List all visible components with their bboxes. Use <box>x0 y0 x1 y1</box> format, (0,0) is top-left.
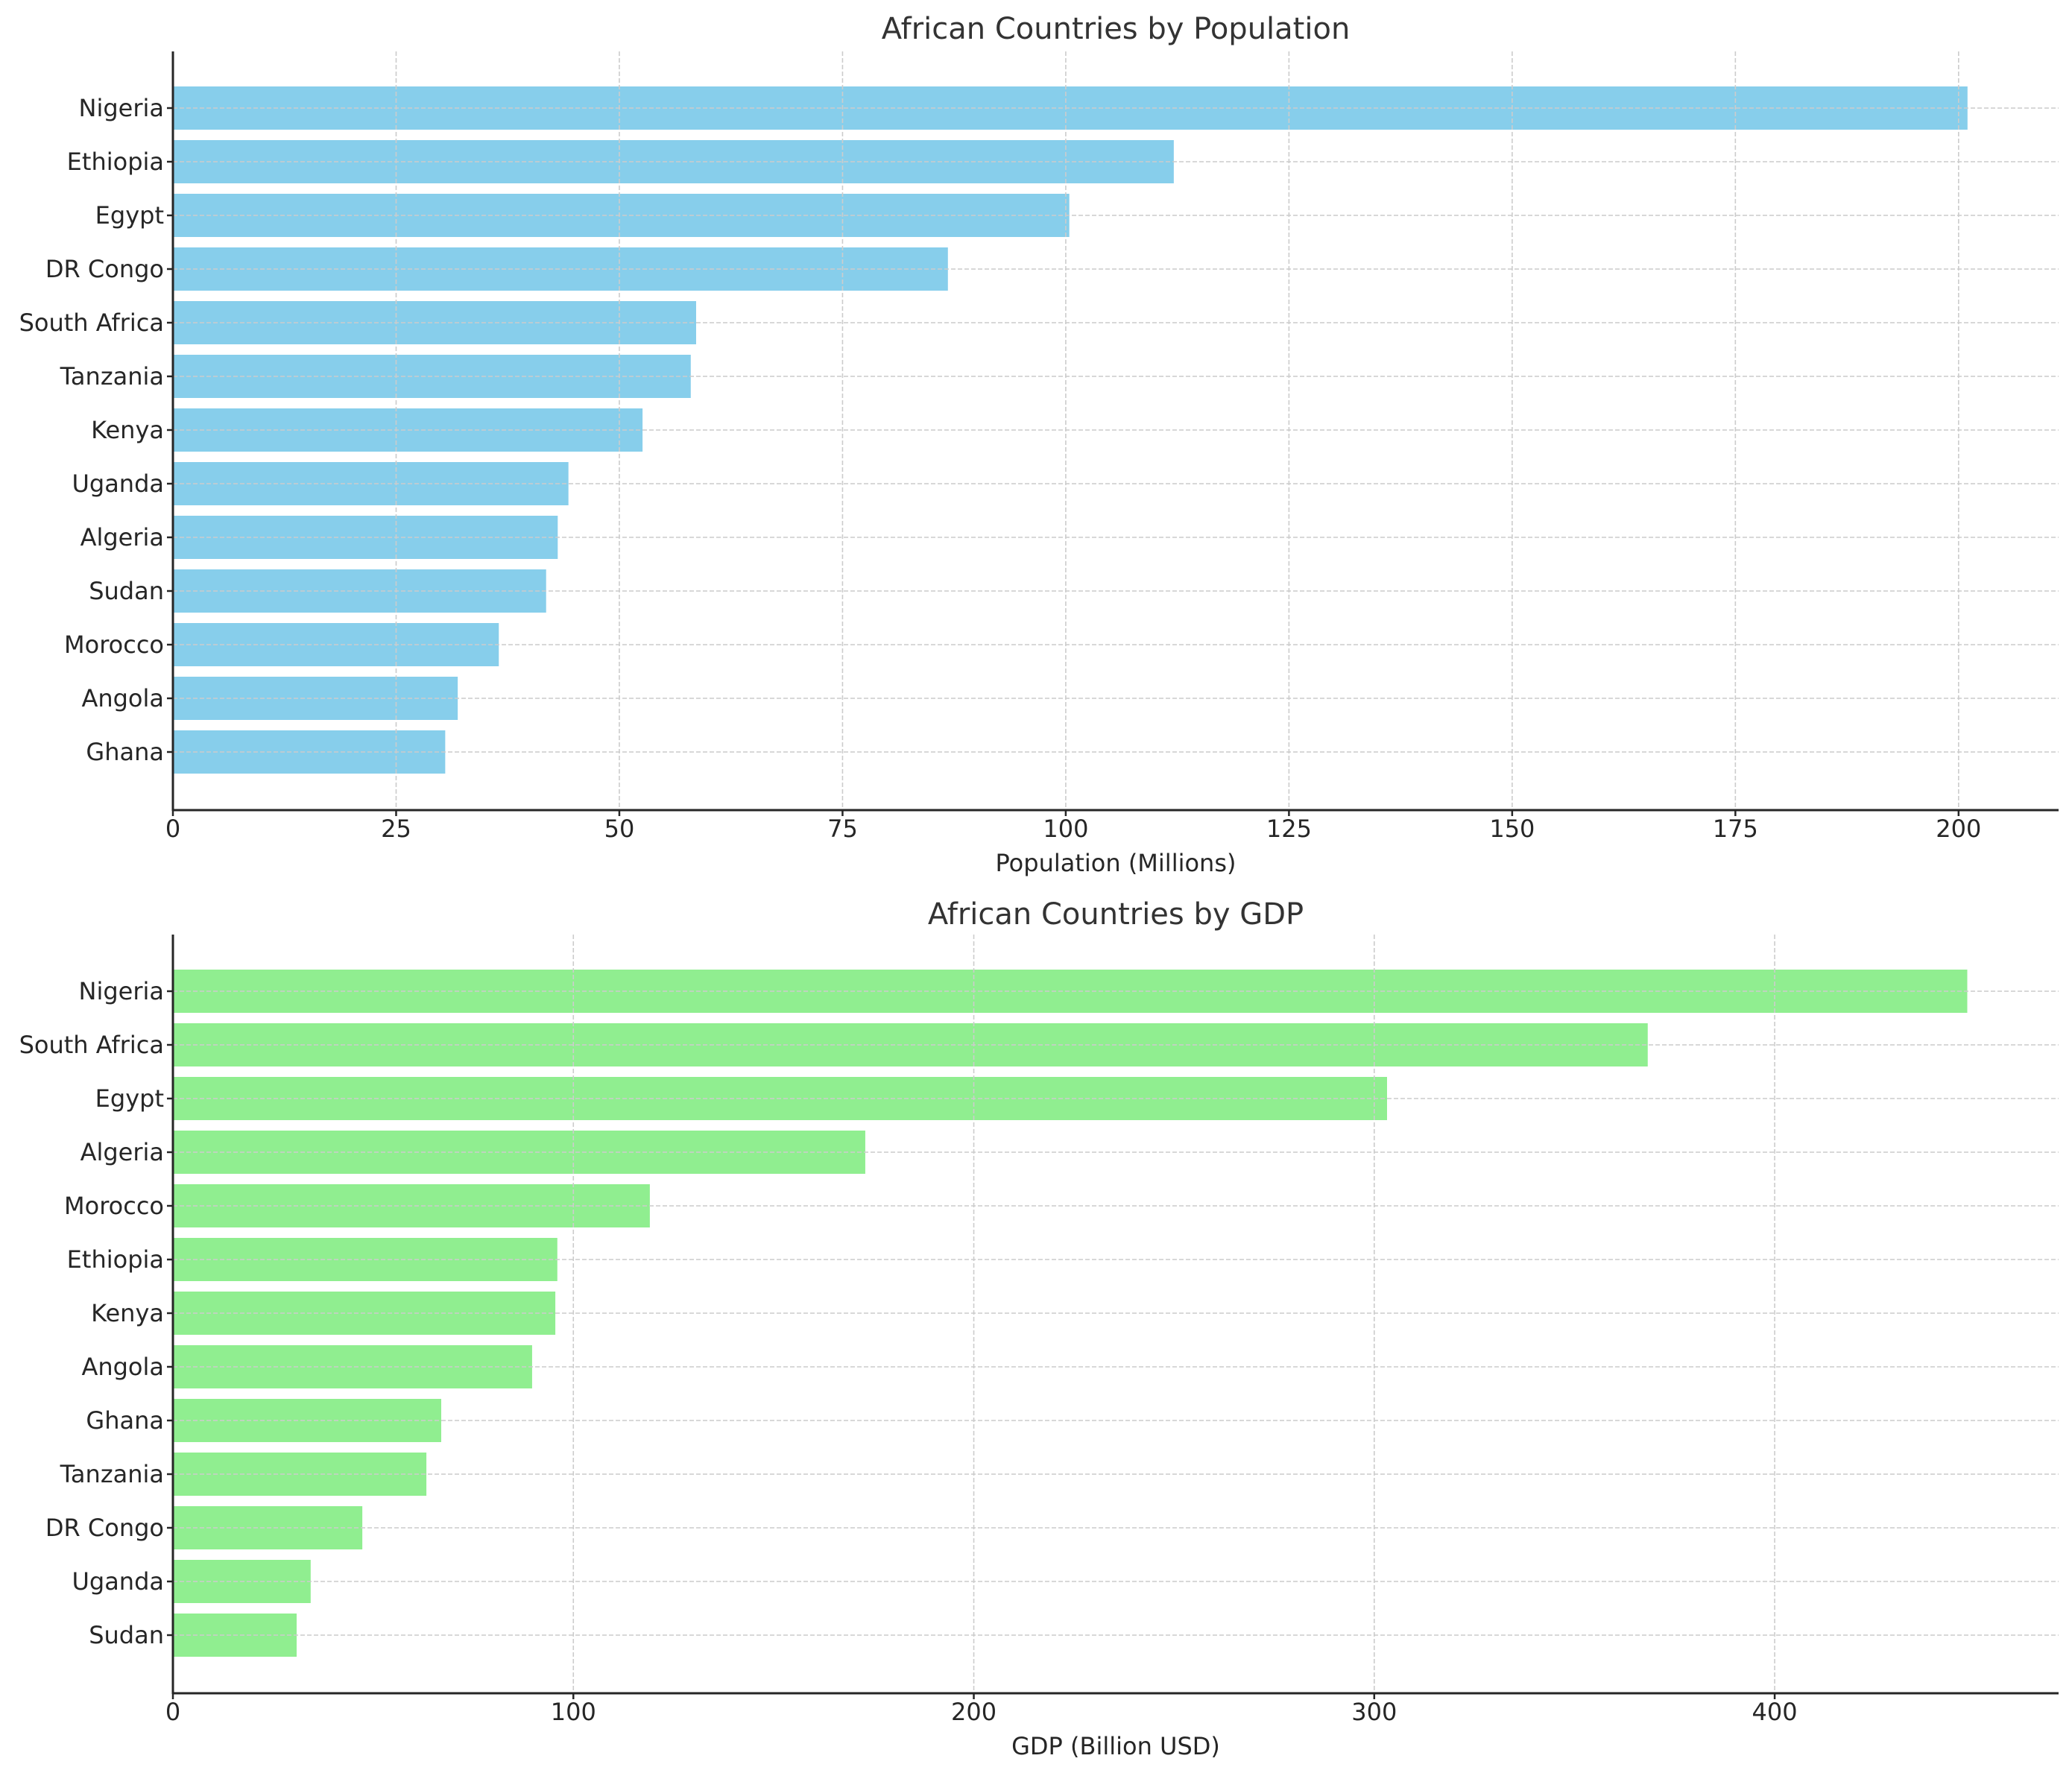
y-tick-label: Egypt <box>95 1084 164 1113</box>
y-tick-label: Algeria <box>80 1138 164 1166</box>
x-tick-label: 0 <box>165 1698 180 1726</box>
x-axis-label: GDP (Billion USD) <box>1011 1732 1220 1760</box>
x-tick-label: 25 <box>381 815 411 843</box>
y-tick-label: Kenya <box>91 1299 164 1327</box>
x-tick-label: 200 <box>1936 815 1981 843</box>
x-tick-label: 200 <box>951 1698 996 1726</box>
y-tick-label: South Africa <box>19 1031 164 1059</box>
x-tick-label: 175 <box>1713 815 1758 843</box>
y-tick-label: Morocco <box>64 630 164 659</box>
y-tick-label: Sudan <box>89 577 164 605</box>
y-tick-label: Nigeria <box>79 977 164 1005</box>
y-tick-label: Nigeria <box>79 94 164 122</box>
y-tick-label: Ethiopia <box>67 1245 164 1274</box>
y-tick-label: Ghana <box>86 738 164 766</box>
gridlines <box>173 51 2059 810</box>
y-tick-label: Ethiopia <box>67 148 164 176</box>
y-tick-label: Egypt <box>95 201 164 230</box>
x-tick-label: 300 <box>1351 1698 1397 1726</box>
y-tick-labels: Nigeria South Africa Egypt Algeria Morocco Et… <box>19 977 173 1649</box>
population-chart: African Countries by Population Nigeria E… <box>19 12 2059 877</box>
x-tick-label: 100 <box>1043 815 1088 843</box>
x-tick-label: 75 <box>827 815 858 843</box>
x-tick-label: 125 <box>1266 815 1312 843</box>
y-tick-label: Sudan <box>89 1621 164 1649</box>
x-tick-label: 100 <box>551 1698 596 1726</box>
y-tick-label: Tanzania <box>60 1460 164 1488</box>
x-axis-label: Population (Millions) <box>996 849 1236 877</box>
x-tick-labels: 0 25 50 75 100 125 150 175 200 <box>165 810 1981 843</box>
y-tick-label: South Africa <box>19 309 164 337</box>
y-tick-label: Kenya <box>91 416 164 444</box>
y-tick-label: Uganda <box>72 1567 164 1596</box>
gdp-chart: African Countries by GDP Nigeria South Af… <box>19 897 2059 1760</box>
y-tick-label: DR Congo <box>45 255 164 283</box>
bar-south-africa <box>173 1023 1648 1066</box>
y-tick-label: Uganda <box>72 470 164 498</box>
x-tick-label: 400 <box>1752 1698 1798 1726</box>
x-tick-label: 50 <box>604 815 635 843</box>
chart-title: African Countries by Population <box>882 12 1351 46</box>
chart-title: African Countries by GDP <box>928 897 1304 932</box>
y-tick-label: Ghana <box>86 1406 164 1435</box>
bar-ghana <box>173 1399 441 1442</box>
y-tick-label: Algeria <box>80 523 164 552</box>
y-tick-label: Angola <box>81 1353 164 1381</box>
x-tick-labels: 0 100 200 300 400 <box>165 1693 1798 1726</box>
y-tick-label: Angola <box>81 684 164 712</box>
gridlines <box>173 935 2059 1693</box>
x-tick-label: 150 <box>1489 815 1535 843</box>
y-tick-label: Tanzania <box>60 362 164 391</box>
y-tick-label: Morocco <box>64 1192 164 1220</box>
bar-south-africa <box>173 301 696 344</box>
y-tick-labels: Nigeria Ethiopia Egypt DR Congo South Africa… <box>19 94 173 766</box>
x-tick-label: 0 <box>165 815 180 843</box>
y-tick-label: DR Congo <box>45 1514 164 1542</box>
